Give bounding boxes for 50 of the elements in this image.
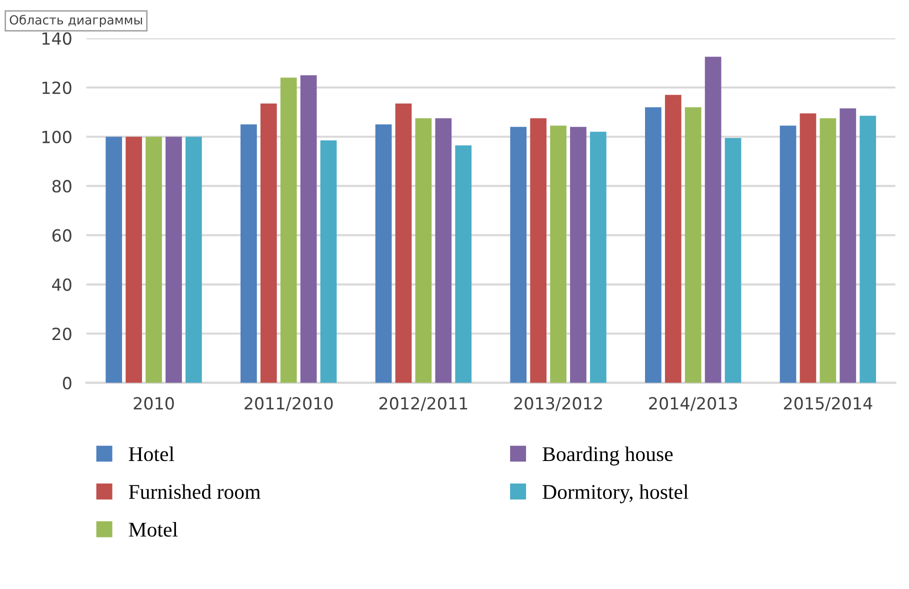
x-tick-label: 2012/2011 [379,397,468,411]
bar [590,132,606,383]
bar [570,126,586,383]
bar [455,145,472,383]
bar [510,126,527,383]
y-tick-label: 140 [42,32,72,45]
bar [280,78,297,383]
bar [664,94,682,383]
legend-label: Hotel [128,446,174,462]
x-tick-label: 2015/2014 [784,397,872,411]
bar [106,136,122,383]
legend-label: Motel [128,522,178,537]
bar [146,136,162,383]
bar [724,138,742,383]
bar [186,136,202,383]
y-tick-label: 40 [52,278,72,291]
bar [415,118,432,383]
bar [684,107,702,383]
bar [530,118,547,383]
bar [126,136,142,383]
y-tick-label: 100 [42,130,72,144]
bar [166,136,182,383]
bar [260,104,277,383]
bar [240,124,257,383]
bar [550,126,566,383]
legend-label: Boarding house [542,446,673,466]
legend-label: Dormitory, hostel [542,484,688,504]
bar [840,108,856,383]
bar [375,124,392,383]
bar [300,75,317,383]
y-tick-label: 120 [42,81,72,94]
y-tick-label: 80 [52,180,72,193]
bar [320,140,337,383]
x-tick-label: 2013/2012 [514,397,602,411]
text: Область диаграммы [10,14,142,28]
bar [800,113,816,383]
y-tick-label: 20 [52,328,72,340]
x-tick-label: 2011/2010 [244,397,333,411]
bar [435,118,452,383]
bar [860,116,876,383]
bar [704,56,722,383]
bar [780,126,796,383]
y-tick-label: 0 [62,376,72,390]
bar [645,107,662,383]
bar [395,104,412,383]
legend-label: Furnished room [128,484,260,499]
y-tick-label: 60 [52,229,72,242]
x-tick-label: 2014/2013 [649,397,737,411]
x-tick-label: 2010 [134,397,174,410]
bar [820,118,836,383]
